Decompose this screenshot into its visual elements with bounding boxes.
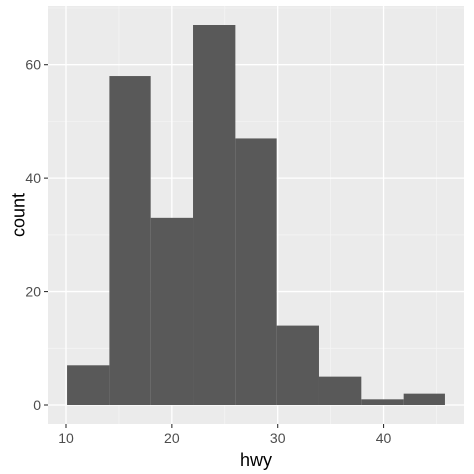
histogram-bars [67, 25, 445, 406]
y-tick-label: 20 [25, 284, 41, 300]
histogram-bar [67, 365, 110, 405]
axis-tick-labels: 10 20 30 40 0 20 40 60 [25, 57, 391, 446]
histogram-bar [193, 25, 236, 405]
axis-ticks [44, 64, 385, 428]
x-tick-label: 20 [164, 430, 180, 446]
y-tick-label: 40 [25, 170, 41, 186]
x-tick-label: 10 [58, 430, 74, 446]
histogram-bar [318, 376, 362, 405]
x-tick-label: 40 [376, 430, 392, 446]
y-tick-label: 0 [33, 397, 41, 413]
histogram-bar [150, 217, 194, 405]
histogram-bar [276, 325, 319, 405]
y-tick-label: 60 [25, 57, 41, 73]
x-tick-label: 30 [270, 430, 286, 446]
x-axis-title: hwy [240, 450, 272, 470]
histogram-bar [403, 393, 445, 405]
histogram-bar [361, 399, 404, 405]
histogram-bar [235, 138, 277, 405]
histogram-bar [109, 76, 151, 406]
y-axis-title: count [8, 193, 28, 237]
